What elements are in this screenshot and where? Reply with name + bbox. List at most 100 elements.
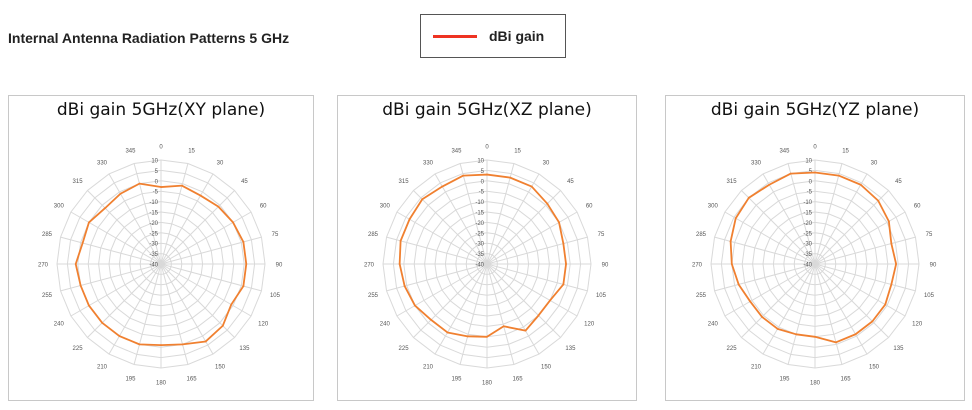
- data-point: [403, 285, 406, 287]
- radial-tick-label: 0: [481, 179, 485, 185]
- data-point: [524, 329, 527, 332]
- radial-tick-label: -15: [149, 211, 158, 217]
- data-point: [814, 335, 816, 338]
- angle-tick-label: 270: [364, 263, 375, 269]
- grid-spoke: [459, 263, 488, 365]
- grid-spoke: [814, 211, 906, 265]
- grid-spoke: [70, 211, 162, 265]
- grid-spoke: [814, 173, 868, 265]
- data-point: [530, 185, 533, 188]
- angle-tick-label: 195: [779, 376, 790, 382]
- grid-spoke: [486, 211, 578, 265]
- grid-spoke: [714, 263, 816, 292]
- angle-tick-label: 285: [368, 232, 379, 238]
- grid-spoke: [160, 263, 262, 292]
- angle-tick-label: 90: [930, 263, 937, 269]
- angle-tick-label: 210: [751, 365, 762, 371]
- grid-spoke: [108, 173, 162, 265]
- data-point: [466, 335, 469, 338]
- angle-tick-label: 330: [423, 160, 434, 166]
- data-point: [835, 341, 837, 344]
- data-point: [734, 217, 737, 220]
- data-point: [160, 344, 162, 347]
- data-point: [242, 285, 245, 287]
- legend-swatch: [433, 34, 477, 38]
- legend-label: dBi gain: [489, 28, 545, 44]
- grid-spoke: [160, 236, 262, 265]
- angle-tick-label: 330: [751, 160, 762, 166]
- grid-spoke: [70, 263, 162, 317]
- grid-spoke: [787, 263, 816, 365]
- radial-tick-label: -30: [149, 242, 158, 248]
- angle-tick-label: 45: [567, 179, 574, 185]
- angle-tick-label: 270: [692, 263, 703, 269]
- grid-spoke: [386, 263, 488, 292]
- data-point: [138, 182, 141, 185]
- grid-spoke: [486, 263, 561, 338]
- data-point: [74, 263, 77, 265]
- data-point: [509, 176, 512, 179]
- grid-spoke: [486, 263, 515, 365]
- grid-spoke: [160, 263, 214, 355]
- data-point: [887, 220, 890, 223]
- data-point: [242, 241, 245, 243]
- radial-tick-label: 10: [805, 159, 812, 165]
- radial-tick-label: -30: [475, 242, 484, 248]
- grid-spoke: [787, 163, 816, 265]
- angle-tick-label: 255: [696, 293, 707, 299]
- angle-tick-label: 225: [73, 346, 84, 352]
- grid-spoke: [486, 173, 540, 265]
- data-point: [101, 321, 104, 324]
- angle-tick-label: 135: [239, 346, 250, 352]
- radial-tick-label: -35: [149, 252, 158, 258]
- angle-tick-label: 120: [912, 322, 923, 328]
- angle-tick-label: 240: [54, 322, 65, 328]
- data-point: [81, 242, 84, 244]
- angle-tick-label: 240: [380, 322, 391, 328]
- data-point: [884, 303, 887, 306]
- data-point: [749, 300, 752, 303]
- data-point: [776, 327, 779, 330]
- grid-spoke: [133, 263, 162, 365]
- angle-tick-label: 75: [272, 232, 279, 238]
- data-point: [737, 283, 740, 286]
- radial-tick-label: -40: [803, 263, 812, 269]
- angle-tick-label: 15: [514, 149, 521, 155]
- grid-spoke: [413, 263, 488, 338]
- radial-tick-label: -35: [475, 252, 484, 258]
- angle-tick-label: 150: [869, 365, 880, 371]
- angle-tick-label: 285: [42, 232, 53, 238]
- angle-tick-label: 135: [565, 346, 576, 352]
- data-point: [88, 221, 90, 224]
- data-point: [230, 303, 233, 306]
- data-point: [859, 183, 862, 186]
- grid-spoke: [160, 263, 252, 317]
- angle-tick-label: 75: [598, 232, 605, 238]
- grid-spoke: [814, 263, 843, 365]
- grid-spoke: [386, 236, 488, 265]
- data-point: [408, 218, 411, 221]
- angle-tick-label: 30: [217, 160, 224, 166]
- grid-spoke: [814, 163, 843, 265]
- grid-spoke: [741, 263, 816, 338]
- angle-tick-label: 315: [73, 179, 84, 185]
- chart-title: dBi gain 5GHz(XZ plane): [382, 100, 592, 120]
- angle-tick-label: 180: [156, 381, 167, 387]
- grid-spoke: [814, 263, 906, 317]
- grid-spoke: [459, 163, 488, 265]
- angle-tick-label: 165: [187, 376, 198, 382]
- data-point: [854, 333, 857, 336]
- angle-tick-label: 15: [188, 149, 195, 155]
- angle-tick-label: 345: [779, 149, 790, 155]
- radial-tick-label: -20: [149, 221, 158, 227]
- chart-panel-xy: 0 15 30 45 60 75 90 105 120 135 150 165 180 195 210 225…: [8, 95, 314, 401]
- radial-tick-label: -25: [475, 231, 484, 237]
- radial-tick-label: -30: [803, 242, 812, 248]
- data-point: [890, 283, 893, 286]
- radial-tick-label: -40: [149, 263, 158, 269]
- data-point: [562, 242, 565, 245]
- data-point: [181, 184, 183, 187]
- chart-title: dBi gain 5GHz(XY plane): [56, 100, 266, 120]
- grid-spoke: [413, 190, 488, 265]
- angle-tick-label: 150: [215, 365, 226, 371]
